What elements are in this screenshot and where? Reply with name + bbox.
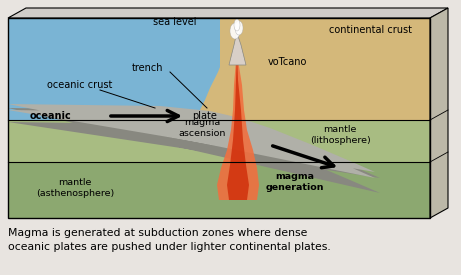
Bar bbox=[8, 120, 430, 162]
Text: plate: plate bbox=[192, 111, 217, 121]
Text: trench: trench bbox=[132, 63, 164, 73]
Text: oceanic plates are pushed under lighter continental plates.: oceanic plates are pushed under lighter … bbox=[8, 242, 331, 252]
Bar bbox=[8, 18, 430, 218]
Polygon shape bbox=[8, 108, 380, 193]
Bar bbox=[8, 18, 220, 120]
Polygon shape bbox=[195, 38, 430, 120]
Polygon shape bbox=[229, 28, 246, 65]
Text: mantle
(lithosphere): mantle (lithosphere) bbox=[310, 125, 370, 145]
Polygon shape bbox=[8, 104, 375, 178]
Text: mantle
(asthenosphere): mantle (asthenosphere) bbox=[36, 178, 114, 198]
Text: magma
ascension: magma ascension bbox=[178, 118, 226, 138]
Polygon shape bbox=[8, 8, 448, 18]
Text: oceanic crust: oceanic crust bbox=[47, 80, 112, 90]
Bar bbox=[195, 18, 430, 120]
Text: Magma is generated at subduction zones where dense: Magma is generated at subduction zones w… bbox=[8, 228, 307, 238]
Polygon shape bbox=[430, 8, 448, 218]
Polygon shape bbox=[8, 18, 220, 120]
Text: magma
generation: magma generation bbox=[266, 172, 324, 192]
Polygon shape bbox=[217, 44, 259, 200]
Text: continental crust: continental crust bbox=[329, 25, 412, 35]
Text: voTcano: voTcano bbox=[268, 57, 307, 67]
Bar bbox=[8, 162, 430, 218]
Polygon shape bbox=[8, 18, 220, 120]
Ellipse shape bbox=[234, 19, 240, 31]
Text: sea level: sea level bbox=[153, 17, 197, 27]
Polygon shape bbox=[227, 50, 249, 200]
Ellipse shape bbox=[235, 21, 243, 35]
Text: oceanic: oceanic bbox=[30, 111, 72, 121]
Ellipse shape bbox=[230, 23, 240, 39]
